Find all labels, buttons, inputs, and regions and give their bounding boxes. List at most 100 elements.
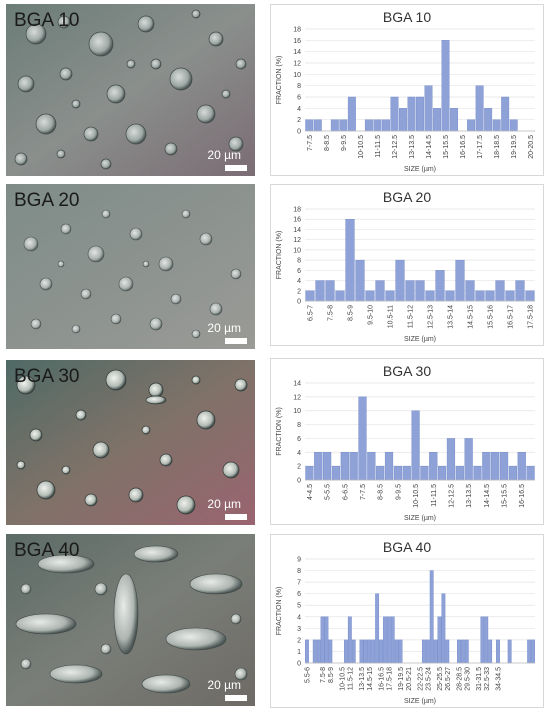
x-tick-label: 26.5-27 [445,667,452,691]
bar [402,465,411,481]
bar [373,119,382,132]
y-tick-label: 16 [293,38,301,45]
bar [438,465,447,481]
x-tick-label: 15.5-16 [488,305,495,329]
x-axis-title: SIZE (µm) [404,166,436,173]
bar [508,465,517,481]
x-tick-label: 11.5-12 [347,667,354,690]
x-tick-label: 13-13.5 [409,135,416,159]
histogram-svg: BGA 30 0 2 4 6 8 10 12 14 4-4.5 5-5.5 6-6.5 7-7.5 8-8… [276,363,535,522]
y-tick-label: 8 [297,83,301,90]
bar [429,570,434,664]
x-tick-label: 20-20.5 [528,135,535,159]
bar [398,639,403,664]
y-tick-label: 12 [293,237,301,244]
row-bga10: BGA 10 20 µm BGA 10 0 2 4 6 8 10 12 14 16 18 7-7.5 8… [0,0,550,180]
bar [526,465,535,481]
scale-bar [225,338,247,344]
bar [347,96,356,132]
x-tick-label: 18-18.5 [494,135,501,159]
x-tick-label: 16-16.5 [379,667,386,691]
x-tick-label: 12-12.5 [448,484,455,508]
bar [315,280,325,302]
histogram-svg: BGA 20 0 2 4 6 8 10 12 14 16 18 6.5-7 7.5-8 8.5-9 9.5-… [276,189,535,343]
bar [433,639,438,664]
bar [381,119,390,132]
bar [411,410,420,481]
x-tick-label: 16.5-17 [508,305,515,329]
micrograph-label: BGA 40 [14,540,80,561]
bar [359,639,364,664]
bar [460,639,465,664]
bar [531,639,535,664]
bar [496,639,500,664]
scale-label: 20 µm [207,678,241,692]
x-tick-label: 17.5-18 [386,667,393,691]
y-tick-label: 4 [297,106,301,113]
bar [505,290,515,302]
bar [364,119,373,132]
scale-bar [225,695,247,701]
bar [499,452,509,481]
x-axis-title: SIZE (µm) [404,336,436,343]
bar [465,280,475,302]
bar [455,465,464,481]
x-tick-label: 12-12.5 [392,135,399,159]
scale-bar [225,514,247,520]
bar [339,119,348,132]
x-tick-label: 15-15.5 [443,135,450,159]
y-axis-title: FRACTION (%) [276,56,283,105]
bar [492,119,501,132]
histogram-svg: BGA 10 0 2 4 6 8 10 12 14 16 18 7-7.5 8-8.5 9-9.5 10-1… [276,9,535,173]
chart-title: BGA 20 [383,189,431,205]
bar [395,259,405,302]
bar [464,438,473,481]
bar [425,639,430,664]
x-tick-label: 8-8.5 [378,484,385,500]
bar [363,639,368,664]
chart-title: BGA 30 [383,363,431,379]
micrograph-bga20: BGA 20 20 µm [6,184,255,349]
x-tick-label: 14.5-15 [468,305,475,329]
bar [367,452,376,481]
micrograph-bga10: BGA 10 20 µm [6,4,255,176]
bar [312,639,317,664]
bar [445,639,450,664]
bar [379,639,383,664]
histogram-bga30: BGA 30 0 2 4 6 8 10 12 14 4-4.5 5-5.5 6-6.5 7-7.5 8-8… [270,358,544,525]
bar [509,119,518,132]
y-tick-label: 4 [297,614,301,621]
bar [305,119,314,132]
bar [482,452,491,481]
micrograph-image [6,184,255,349]
scale-label: 20 µm [207,148,241,162]
x-tick-label: 28-28.5 [456,667,463,691]
x-tick-label: 20.5-21 [406,667,413,691]
y-tick-label: 2 [297,637,301,644]
x-tick-label: 15-15.5 [502,484,509,508]
micrograph-image [6,534,255,706]
y-tick-label: 3 [297,626,301,633]
bar [351,639,356,664]
bar [405,280,415,302]
bar [517,452,526,481]
x-tick-label: 7.5-8 [320,667,327,683]
bar [424,85,433,132]
micrograph-image [6,4,255,176]
bar [358,396,367,481]
bar [433,108,441,132]
scale-label: 20 µm [207,497,241,511]
x-tick-label: 10-10.5 [413,484,420,508]
y-tick-label: 6 [297,591,301,598]
scale-label: 20 µm [207,321,241,335]
histogram-svg: BGA 40 0 1 2 3 4 5 6 7 8 9 5.5-6 7.5-8 8.5-9 10-10.5 11… [276,539,535,705]
x-tick-label: 14-14.5 [484,484,491,508]
y-tick-label: 14 [293,49,301,56]
bar [488,639,493,664]
bar [441,593,446,664]
bar [365,290,375,302]
bar [455,259,465,302]
bar [507,639,512,664]
x-axis-title: SIZE (µm) [404,698,436,705]
y-tick-label: 4 [297,278,301,285]
